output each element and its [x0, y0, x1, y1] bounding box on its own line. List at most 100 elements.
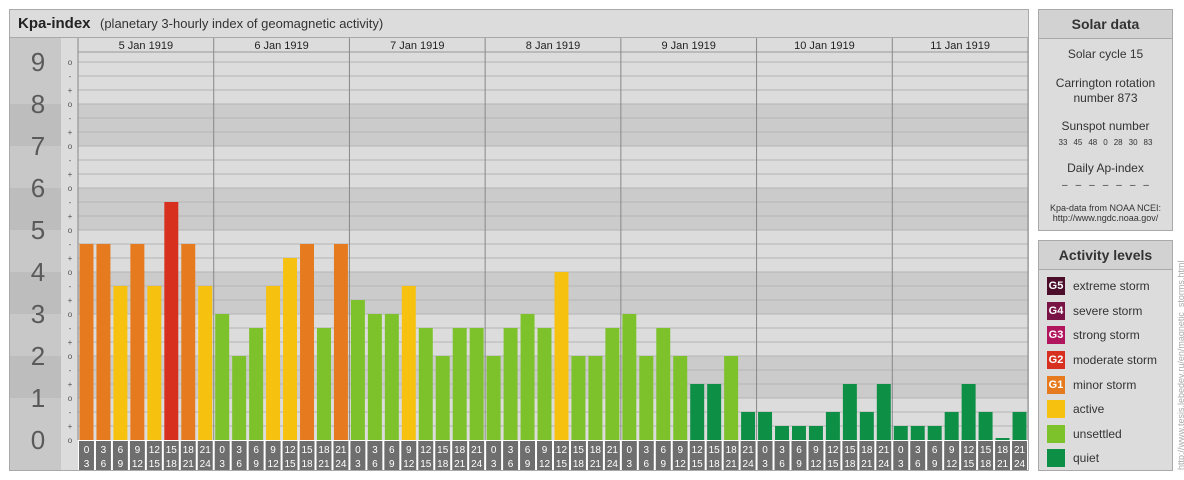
kp-bar	[859, 411, 874, 440]
hour-start-label: 3	[508, 445, 514, 456]
kp-bar	[333, 243, 348, 440]
kp-bar	[707, 384, 722, 440]
hour-start-label: 3	[644, 445, 650, 456]
hour-end-label: 9	[796, 459, 802, 470]
y-tick-label: 8	[31, 89, 45, 119]
hour-end-label: 15	[149, 459, 161, 470]
kp-bar	[198, 285, 213, 440]
hour-end-label: 6	[236, 459, 242, 470]
day-label: 6 Jan 1919	[254, 40, 308, 52]
y-minor-label: -	[69, 72, 72, 81]
hour-end-label: 9	[932, 459, 938, 470]
hour-start-label: 18	[997, 445, 1009, 456]
kp-band	[78, 188, 1028, 230]
hour-box	[452, 441, 468, 470]
y-tick-label: 0	[31, 425, 45, 455]
kp-bar	[300, 243, 314, 440]
hour-end-label: 18	[980, 459, 992, 470]
hour-start-label: 12	[284, 445, 296, 456]
y-minor-label: o	[68, 142, 73, 151]
hour-start-label: 3	[236, 445, 242, 456]
hour-box	[486, 441, 502, 470]
kp-bar	[113, 285, 128, 440]
kp-bar	[452, 327, 467, 440]
hour-box	[757, 441, 773, 470]
hour-start-label: 9	[949, 445, 955, 456]
y-minor-label: o	[68, 436, 73, 445]
hour-box	[706, 441, 722, 470]
hour-box	[587, 441, 603, 470]
hour-box	[79, 441, 94, 470]
hour-end-label: 21	[183, 459, 195, 470]
kp-bar	[690, 384, 705, 440]
hour-start-label: 15	[437, 445, 449, 456]
legend-label: extreme storm	[1073, 279, 1150, 294]
legend-swatch: G2	[1047, 351, 1065, 370]
y-minor-label: o	[68, 268, 73, 277]
hour-end-label: 3	[84, 459, 90, 470]
day-label: 7 Jan 1919	[390, 40, 444, 52]
kp-bar	[435, 356, 450, 440]
hour-start-label: 3	[372, 445, 378, 456]
y-minor-label: -	[69, 366, 72, 375]
hour-end-label: 18	[573, 459, 585, 470]
legend-swatch	[1047, 449, 1065, 468]
kp-bar	[130, 243, 145, 440]
legend-item: G4 severe storm	[1039, 299, 1172, 324]
kp-band	[78, 104, 1028, 146]
hour-start-label: 6	[525, 445, 531, 456]
day-label: 5 Jan 1919	[119, 40, 173, 52]
y-minor-label: +	[68, 128, 73, 137]
hour-end-label: 3	[491, 459, 497, 470]
hour-box	[859, 441, 875, 470]
hour-box	[893, 441, 909, 470]
hour-start-label: 18	[318, 445, 330, 456]
hour-end-label: 9	[660, 459, 666, 470]
hour-start-label: 6	[932, 445, 938, 456]
y-minor-label: -	[69, 240, 72, 249]
hour-box	[503, 441, 519, 470]
hour-box	[570, 441, 586, 470]
ap-value: –	[1143, 180, 1149, 191]
hour-start-label: 0	[219, 445, 225, 456]
hour-start-label: 21	[878, 445, 890, 456]
hour-box	[435, 441, 451, 470]
hour-box	[774, 441, 790, 470]
legend-item: G1 minor storm	[1039, 372, 1172, 397]
hour-box	[689, 441, 705, 470]
carrington-line-2: number 873	[1073, 91, 1138, 105]
ap-value: –	[1129, 180, 1136, 191]
data-credit-line-1: Kpa-data from NOAA NCEI:	[1049, 203, 1162, 213]
kpa-chart-panel: Kpa-index (planetary 3-hourly index of g…	[9, 9, 1029, 471]
hour-start-label: 18	[454, 445, 466, 456]
kp-bar	[622, 314, 637, 440]
y-minor-label: -	[69, 408, 72, 417]
y-minor-label: -	[69, 156, 72, 165]
kp-bar	[367, 314, 382, 440]
y-tick-label: 1	[31, 383, 45, 413]
legend-label: minor storm	[1073, 377, 1137, 392]
hour-end-label: 18	[166, 459, 178, 470]
kp-bar	[317, 327, 331, 440]
hour-start-label: 0	[762, 445, 768, 456]
ap-value: –	[1116, 180, 1122, 191]
hour-box	[825, 441, 841, 470]
hour-end-label: 21	[318, 459, 330, 470]
hour-box	[112, 441, 128, 470]
kp-bar	[927, 426, 942, 440]
hour-start-label: 9	[677, 445, 683, 456]
kp-bar	[96, 243, 111, 440]
hour-end-label: 15	[692, 459, 704, 470]
hour-end-label: 6	[779, 459, 785, 470]
kp-bar	[249, 327, 264, 440]
hour-box	[316, 441, 332, 470]
y-minor-label: +	[68, 380, 73, 389]
hour-box	[469, 441, 485, 470]
kp-bar	[995, 438, 1010, 440]
hour-start-label: 21	[1014, 445, 1026, 456]
hour-end-label: 9	[118, 459, 124, 470]
data-credit-line-2[interactable]: http://www.ngdc.noaa.gov/	[1052, 213, 1159, 223]
ap-values: – – – – – – –	[1039, 180, 1172, 191]
sunspot-heading: Sunspot number	[1061, 119, 1150, 133]
hour-box	[401, 441, 417, 470]
